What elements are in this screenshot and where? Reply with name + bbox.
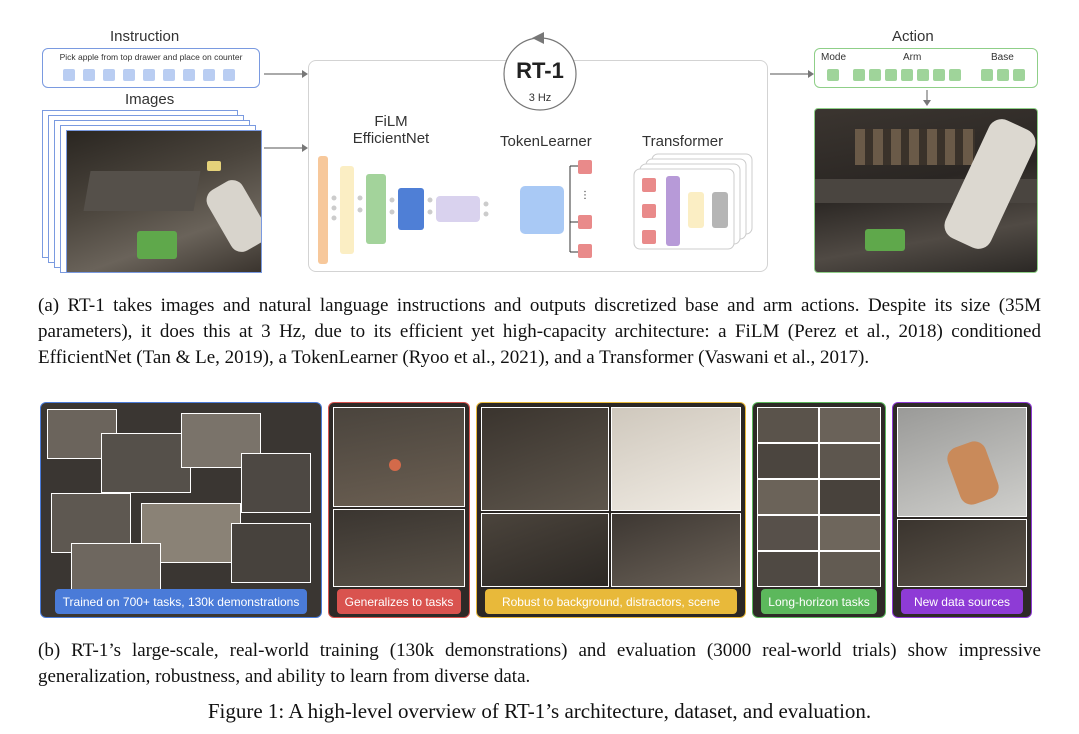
panel-training: Trained on 700+ tasks, 130k demonstratio… — [40, 402, 322, 618]
transformer-label: Transformer — [642, 133, 724, 150]
transformer-diagram — [633, 153, 753, 250]
panel-robust: Robust to background, distractors, scene — [476, 402, 746, 618]
panel-robust-label: Robust to background, distractors, scene — [485, 589, 737, 614]
arrow-action-to-robot — [923, 90, 931, 106]
arrow-model-to-action — [770, 70, 814, 78]
rt1-cycle-icon — [503, 32, 577, 111]
panel-new-data-label: New data sources — [901, 589, 1023, 614]
svg-text:⋮: ⋮ — [580, 190, 590, 201]
panel-new-data: New data sources — [892, 402, 1032, 618]
model-rate: 3 Hz — [528, 92, 552, 104]
instruction-box: Pick apple from top drawer and place on … — [42, 48, 260, 88]
panel-generalize: Generalizes to tasks — [328, 402, 470, 618]
film-efficientnet-diagram — [318, 156, 489, 264]
action-label: Action — [892, 28, 934, 45]
caption-b: (b) RT-1’s large-scale, real-world train… — [38, 640, 1041, 687]
tokenlearner-diagram: ⋮ — [520, 160, 592, 258]
robot-camera-image — [66, 130, 262, 273]
film-label: FiLM EfficientNet — [346, 113, 436, 147]
arrow-instruction-to-model — [264, 70, 308, 78]
panel-long-horizon: Long-horizon tasks — [752, 402, 886, 618]
panel-training-label: Trained on 700+ tasks, 130k demonstratio… — [55, 589, 307, 614]
film-label-line1: FiLM — [374, 113, 408, 130]
images-label: Images — [125, 91, 175, 108]
instruction-label: Instruction — [110, 28, 180, 45]
caption-a: (a) RT-1 takes images and natural langua… — [38, 295, 1041, 368]
action-mode-label: Mode — [821, 52, 847, 63]
tokenlearner-label: TokenLearner — [500, 133, 592, 150]
action-box: Mode Arm Base — [814, 48, 1038, 88]
action-arm-label: Arm — [903, 52, 922, 63]
action-base-label: Base — [991, 52, 1014, 63]
figure-caption: Figure 1: A high-level overview of RT-1’… — [207, 699, 872, 723]
panel-long-horizon-label: Long-horizon tasks — [761, 589, 877, 614]
instruction-text: Pick apple from top drawer and place on … — [59, 52, 243, 62]
panel-generalize-label: Generalizes to tasks — [337, 589, 461, 614]
robot-action-image — [814, 108, 1038, 273]
film-label-line2: EfficientNet — [352, 130, 430, 147]
arrow-images-to-model — [264, 144, 308, 152]
model-name: RT-1 — [516, 58, 564, 83]
